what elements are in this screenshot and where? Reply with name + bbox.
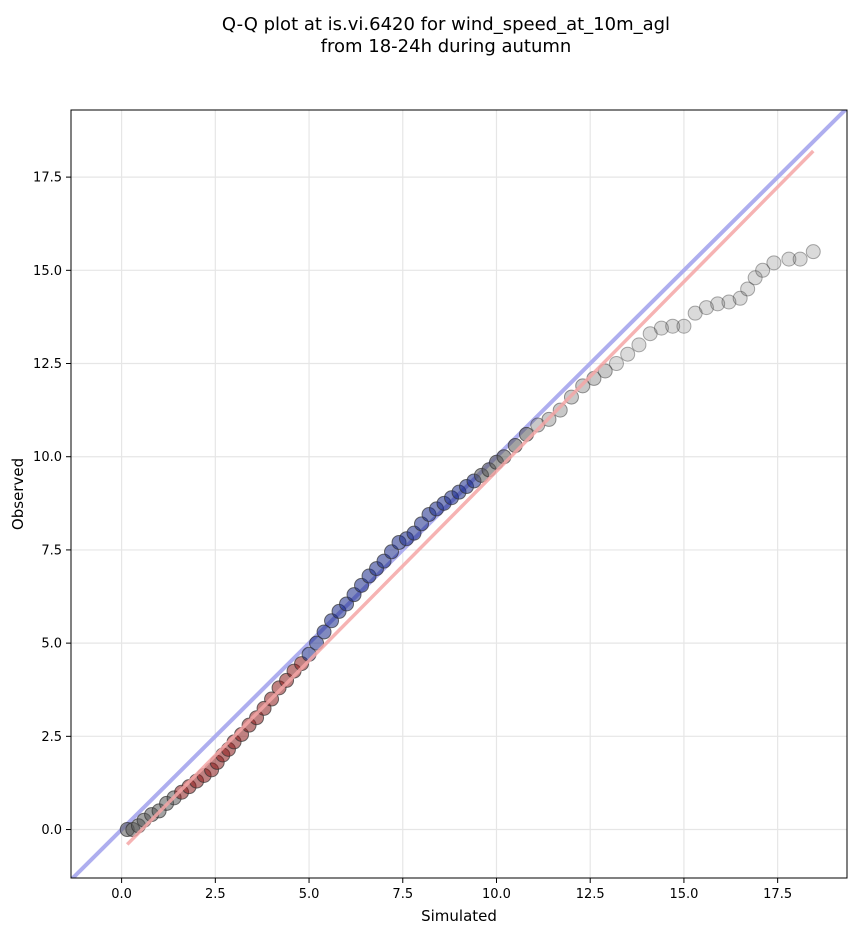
- data-point: [631, 337, 647, 353]
- data-point: [552, 402, 568, 418]
- data-point: [665, 318, 681, 334]
- data-point: [740, 281, 756, 297]
- y-tick-label: 12.5: [33, 357, 62, 372]
- data-point: [805, 244, 821, 260]
- data-point: [687, 305, 703, 321]
- grid-lines: [71, 110, 847, 878]
- y-tick-label: 0.0: [41, 823, 62, 838]
- y-tick-label: 10.0: [33, 450, 62, 465]
- y-tick-label: 15.0: [33, 264, 62, 279]
- y-axis-ticks: 0.0 2.5 5.0 7.5 10.0 12.5 15.0 17.5: [33, 171, 71, 838]
- data-point: [766, 255, 782, 271]
- data-point: [642, 326, 658, 342]
- data-point: [781, 251, 797, 267]
- x-tick-label: 5.0: [299, 887, 320, 902]
- fit-reference-line: [125, 149, 815, 846]
- data-point: [721, 294, 737, 310]
- data-point: [620, 346, 636, 362]
- data-point: [792, 251, 808, 267]
- data-point: [755, 262, 771, 278]
- data-point: [710, 296, 726, 312]
- x-tick-label: 15.0: [669, 887, 698, 902]
- x-tick-label: 7.5: [392, 887, 413, 902]
- data-point: [698, 300, 714, 316]
- y-axis-label: Observed: [9, 458, 27, 530]
- data-point: [747, 270, 763, 286]
- chart-title: Q-Q plot at is.vi.6420 for wind_speed_at…: [222, 14, 670, 35]
- data-point: [676, 318, 692, 334]
- chart-subtitle: from 18-24h during autumn: [321, 36, 572, 57]
- x-tick-label: 0.0: [111, 887, 132, 902]
- y-tick-label: 17.5: [33, 171, 62, 186]
- plot-frame: [70, 109, 848, 879]
- y-tick-label: 5.0: [41, 637, 62, 652]
- x-tick-label: 2.5: [205, 887, 226, 902]
- data-point: [732, 290, 748, 306]
- x-tick-label: 17.5: [763, 887, 792, 902]
- data-point: [597, 363, 613, 379]
- x-axis-label: Simulated: [421, 907, 497, 925]
- x-axis-ticks: 0.0 2.5 5.0 7.5 10.0 12.5 15.0 17.5: [111, 878, 792, 902]
- data-point: [653, 320, 669, 336]
- x-tick-label: 10.0: [482, 887, 511, 902]
- y-tick-label: 2.5: [41, 730, 62, 745]
- data-point: [316, 624, 332, 640]
- data-point: [309, 635, 325, 651]
- data-point: [608, 356, 624, 372]
- y-tick-label: 7.5: [41, 543, 62, 558]
- x-tick-label: 12.5: [576, 887, 605, 902]
